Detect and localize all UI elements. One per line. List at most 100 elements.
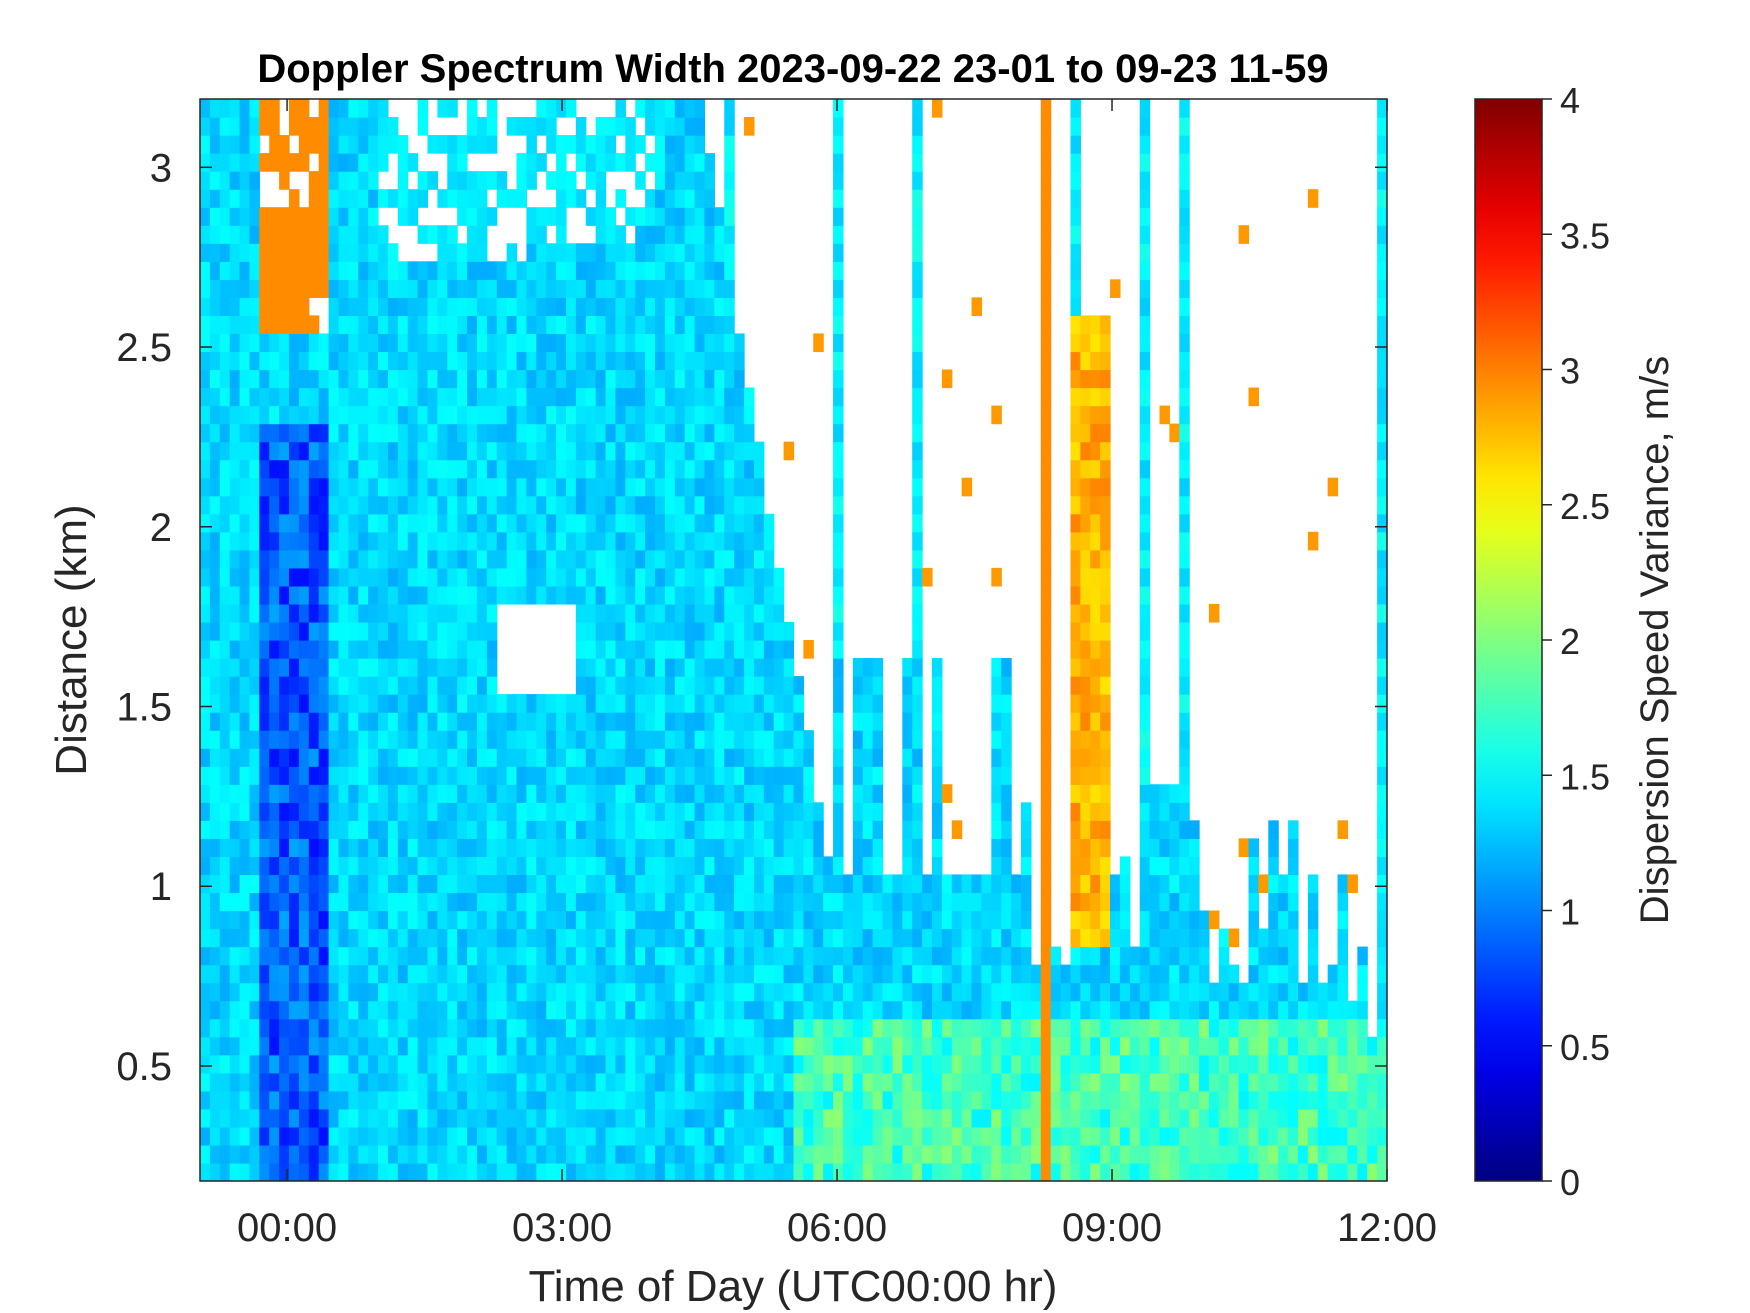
heatmap-cell bbox=[457, 621, 468, 641]
heatmap-cell bbox=[1278, 1144, 1289, 1164]
heatmap-cell bbox=[338, 135, 349, 154]
heatmap-cell bbox=[595, 676, 607, 695]
heatmap-cell bbox=[536, 1072, 547, 1092]
heatmap-cell bbox=[694, 1090, 706, 1110]
heatmap-cell bbox=[971, 1126, 983, 1146]
heatmap-cell bbox=[615, 477, 626, 497]
heatmap-cell bbox=[476, 351, 488, 371]
heatmap-cell bbox=[575, 712, 587, 731]
heatmap-cell bbox=[595, 1018, 607, 1038]
heatmap-cell bbox=[833, 621, 844, 641]
heatmap-cell bbox=[1278, 946, 1289, 966]
heatmap-cell bbox=[279, 567, 290, 587]
heatmap-cell bbox=[338, 748, 349, 767]
heatmap-cell bbox=[635, 99, 646, 118]
heatmap-cell bbox=[1258, 946, 1269, 966]
heatmap-cell bbox=[516, 423, 528, 443]
heatmap-cell bbox=[397, 297, 409, 316]
heatmap-cell bbox=[704, 748, 715, 767]
heatmap-cell bbox=[625, 333, 636, 353]
heatmap-cell bbox=[1070, 748, 1081, 767]
heatmap-cell bbox=[1169, 1162, 1180, 1181]
heatmap-cell bbox=[793, 928, 804, 948]
heatmap-cell bbox=[1258, 1144, 1269, 1164]
heatmap-cell bbox=[1050, 1072, 1062, 1092]
heatmap-cell bbox=[674, 279, 686, 298]
heatmap-cell bbox=[724, 1090, 735, 1110]
heatmap-cell bbox=[308, 567, 320, 587]
heatmap-cell bbox=[753, 748, 765, 767]
heatmap-cell bbox=[704, 261, 715, 280]
heatmap-cell bbox=[813, 910, 824, 930]
heatmap-cell bbox=[902, 658, 913, 677]
heatmap-cell bbox=[338, 892, 349, 912]
heatmap-cell bbox=[526, 279, 537, 298]
heatmap-cell bbox=[862, 1108, 874, 1128]
heatmap-cell bbox=[912, 297, 923, 316]
heatmap-cell bbox=[536, 712, 547, 731]
heatmap-cell bbox=[1307, 1162, 1319, 1181]
heatmap-cell bbox=[397, 495, 409, 515]
heatmap-cell bbox=[200, 207, 211, 226]
heatmap-cell bbox=[467, 351, 478, 371]
heatmap-cell bbox=[635, 387, 646, 407]
heatmap-cell bbox=[565, 189, 577, 208]
heatmap-cell bbox=[348, 766, 359, 785]
heatmap-cell bbox=[368, 441, 379, 461]
heatmap-cell bbox=[348, 333, 359, 353]
heatmap-cell bbox=[1377, 730, 1387, 749]
heatmap-cell bbox=[1208, 603, 1220, 623]
heatmap-cell bbox=[368, 820, 379, 839]
heatmap-cell bbox=[229, 423, 241, 443]
heatmap-cell bbox=[348, 567, 359, 587]
heatmap-cell bbox=[635, 351, 646, 371]
heatmap-cell bbox=[378, 766, 389, 785]
heatmap-cell bbox=[219, 946, 231, 966]
heatmap-cell bbox=[674, 117, 686, 136]
heatmap-cell bbox=[1090, 315, 1101, 335]
heatmap-cell bbox=[407, 567, 419, 587]
heatmap-cell bbox=[674, 225, 686, 244]
heatmap-cell bbox=[941, 1000, 953, 1020]
heatmap-cell bbox=[239, 369, 251, 389]
heatmap-cell bbox=[704, 730, 715, 749]
heatmap-cell bbox=[575, 459, 587, 479]
heatmap-cell bbox=[655, 567, 666, 587]
heatmap-cell bbox=[368, 225, 379, 244]
heatmap-cell bbox=[516, 1036, 528, 1056]
heatmap-cell bbox=[447, 1162, 458, 1181]
heatmap-cell bbox=[1218, 1162, 1230, 1181]
heatmap-cell bbox=[1377, 1090, 1387, 1110]
heatmap-cell bbox=[318, 964, 330, 984]
heatmap-cell bbox=[773, 820, 785, 839]
heatmap-cell bbox=[1070, 621, 1081, 641]
heatmap-cell bbox=[486, 928, 498, 948]
heatmap-cell bbox=[516, 964, 528, 984]
heatmap-cell bbox=[219, 1072, 231, 1092]
heatmap-cell bbox=[882, 910, 894, 930]
heatmap-cell bbox=[684, 279, 696, 298]
heatmap-cell bbox=[249, 189, 260, 208]
heatmap-cell bbox=[229, 261, 241, 280]
heatmap-cell bbox=[852, 1000, 864, 1020]
heatmap-cell bbox=[1218, 1126, 1230, 1146]
heatmap-cell bbox=[1248, 892, 1260, 912]
heatmap-cell bbox=[773, 1000, 785, 1020]
heatmap-cell bbox=[684, 153, 696, 172]
heatmap-cell bbox=[417, 315, 429, 335]
heatmap-cell bbox=[575, 567, 587, 587]
heatmap-cell bbox=[1377, 297, 1387, 316]
heatmap-cell bbox=[338, 1162, 349, 1181]
heatmap-cell bbox=[407, 892, 419, 912]
heatmap-cell bbox=[437, 1036, 448, 1056]
heatmap-cell bbox=[397, 946, 409, 966]
heatmap-cell bbox=[763, 1162, 775, 1181]
heatmap-cell bbox=[1327, 982, 1339, 1002]
heatmap-cell bbox=[783, 1162, 795, 1181]
heatmap-cell bbox=[902, 946, 913, 966]
heatmap-cell bbox=[298, 549, 310, 569]
heatmap-cell bbox=[625, 405, 636, 425]
heatmap-cell bbox=[506, 694, 518, 713]
heatmap-cell bbox=[842, 1018, 854, 1038]
heatmap-cell bbox=[912, 549, 923, 569]
